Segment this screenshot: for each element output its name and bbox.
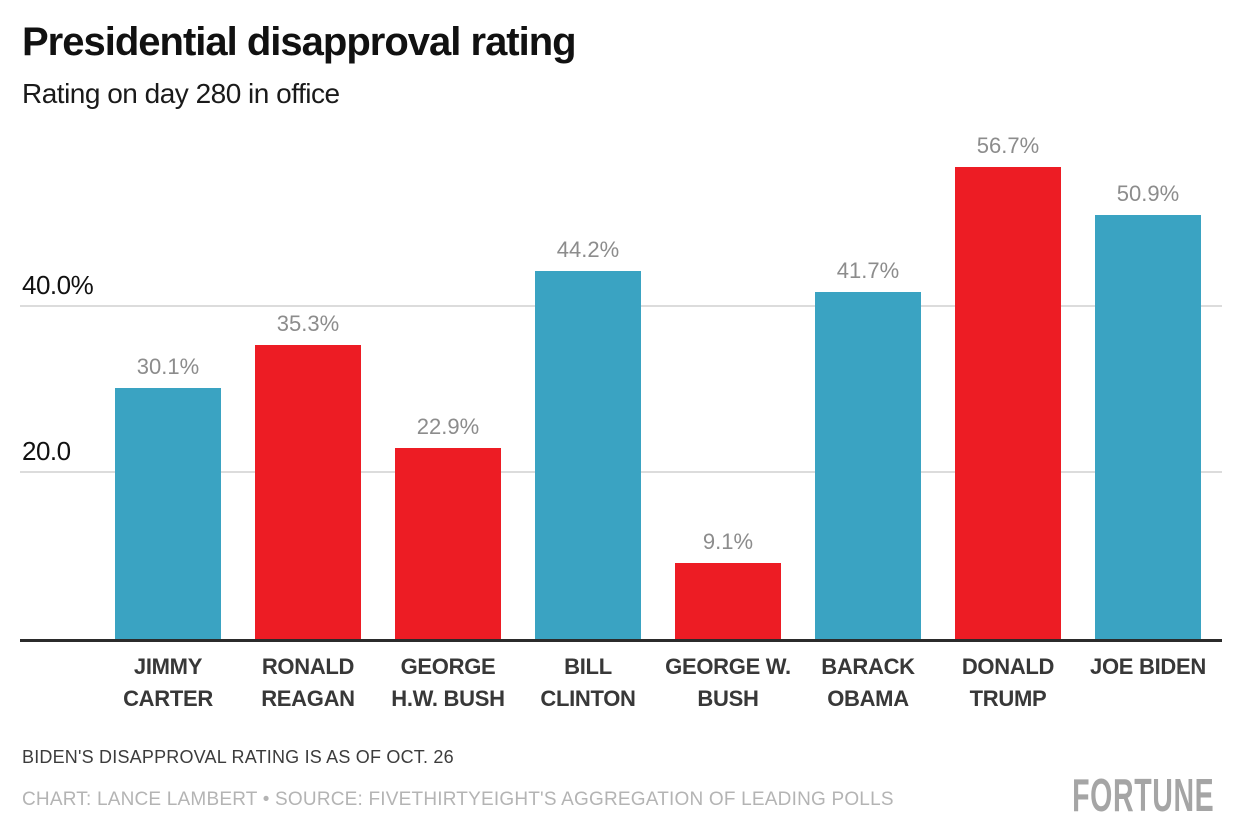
- x-category-label-line: JIMMY: [133, 654, 203, 679]
- bar-value-label: 44.2%: [556, 236, 620, 262]
- x-category-label-line: CARTER: [123, 686, 213, 711]
- bar-slot: 44.2%: [518, 139, 658, 639]
- bar-slot: 9.1%: [658, 139, 798, 639]
- bar: [535, 270, 641, 639]
- chart-note: BIDEN'S DISAPPROVAL RATING IS AS OF OCT.…: [22, 747, 454, 767]
- bar-slot: 41.7%: [798, 139, 938, 639]
- bar-value-label: 50.9%: [1116, 180, 1180, 206]
- x-category-label-line: GEORGE: [400, 654, 496, 679]
- bar-slot: 30.1%: [98, 139, 238, 639]
- x-category-label-line: H.W. BUSH: [391, 686, 505, 711]
- x-category-label-line: BUSH: [697, 686, 759, 711]
- bar-value-label: 30.1%: [136, 354, 200, 380]
- x-category-label: DONALD TRUMP: [908, 651, 1108, 715]
- x-category-label-line: BILL: [564, 654, 612, 679]
- chart-credit: CHART: LANCE LAMBERT • SOURCE: FIVETHIRT…: [22, 789, 894, 810]
- x-category-label-line: JOE BIDEN: [1090, 654, 1206, 679]
- bar-slot: 35.3%: [238, 139, 378, 639]
- bar-value-label: 56.7%: [976, 132, 1040, 158]
- x-category-label-line: RONALD: [261, 654, 355, 679]
- x-category-label-line: GEORGE W.: [665, 654, 791, 679]
- x-category-label: BARACK OBAMA: [768, 651, 968, 715]
- x-category-label-line: REAGAN: [261, 686, 355, 711]
- fortune-logo: FORTUNE: [1071, 769, 1214, 821]
- x-category-label: RONALD REAGAN: [208, 651, 408, 715]
- bar-value-label: 35.3%: [276, 310, 340, 336]
- bar-slot: 22.9%: [378, 139, 518, 639]
- x-category-label: BILL CLINTON: [488, 651, 688, 715]
- plot-area: 20.0 40.0% 30.1% 35.3% 22.9% 44.2% 9.1% 41.7% 56…: [20, 134, 1222, 642]
- bar: [115, 388, 221, 639]
- x-category-label: JIMMY CARTER: [68, 651, 268, 715]
- x-category-label: GEORGE H.W. BUSH: [348, 651, 548, 715]
- bar-slot: 50.9%: [1078, 139, 1218, 639]
- bar: [255, 344, 361, 639]
- bar-value-label: 9.1%: [702, 529, 754, 555]
- x-category-label: GEORGE W. BUSH: [628, 651, 828, 715]
- page-title: Presidential disapproval rating: [22, 20, 577, 64]
- y-tick-label: 20.0: [22, 436, 71, 467]
- x-category-label-line: OBAMA: [827, 686, 909, 711]
- y-tick-label: 40.0%: [22, 269, 94, 300]
- bar: [395, 448, 501, 639]
- bar-slot: 56.7%: [938, 134, 1078, 639]
- bar: [955, 166, 1061, 639]
- x-category-label: JOE BIDEN: [1048, 651, 1240, 683]
- x-axis-labels: JIMMY CARTER RONALD REAGAN GEORGE H.W. BUSH BI…: [20, 651, 1222, 723]
- bar-value-label: 41.7%: [836, 257, 900, 283]
- page-subtitle: Rating on day 280 in office: [22, 78, 340, 109]
- x-category-label-line: BARACK: [821, 654, 915, 679]
- x-category-label-line: TRUMP: [969, 686, 1047, 711]
- bar: [1095, 214, 1201, 639]
- x-category-label-line: CLINTON: [540, 686, 636, 711]
- bar-value-label: 22.9%: [416, 414, 480, 440]
- bar: [815, 291, 921, 639]
- bar: [675, 563, 781, 639]
- x-category-label-line: DONALD: [961, 654, 1055, 679]
